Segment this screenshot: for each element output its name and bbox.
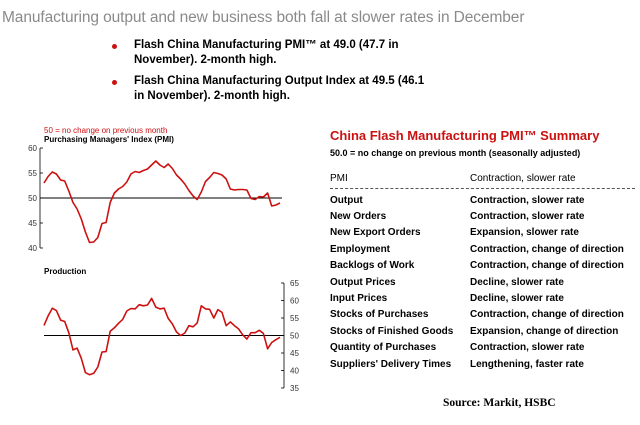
bullet-output: Flash China Manufacturing Output Index a… bbox=[110, 74, 430, 104]
table-row: Stocks of Finished Goods Expansion, chang… bbox=[330, 323, 635, 339]
production-tick-label: 40 bbox=[290, 367, 299, 376]
source-note: Source: Markit, HSBC bbox=[443, 397, 556, 409]
row-value: Contraction, change of direction bbox=[470, 260, 624, 272]
pmi-line-chart: 40 45 50 55 60 bbox=[28, 144, 282, 253]
row-label: Stocks of Finished Goods bbox=[330, 325, 454, 337]
row-label: Stocks of Purchases bbox=[330, 309, 429, 321]
bullet-output-text: Flash China Manufacturing Output Index a… bbox=[134, 75, 425, 102]
row-value: Contraction, slower rate bbox=[470, 194, 585, 206]
pmi-tick-label: 50 bbox=[28, 194, 37, 203]
row-label: Output bbox=[330, 194, 363, 206]
row-value: Decline, slower rate bbox=[470, 293, 564, 305]
key-points: Flash China Manufacturing PMI™ at 49.0 (… bbox=[110, 38, 430, 110]
page-headline: Manufacturing output and new business bo… bbox=[2, 9, 525, 26]
table-row: Employment Contraction, change of directi… bbox=[330, 241, 635, 257]
table-row: New Orders Contraction, slower rate bbox=[330, 208, 635, 224]
table-row: Output Prices Decline, slower rate bbox=[330, 274, 635, 290]
row-label: Suppliers' Delivery Times bbox=[330, 358, 452, 370]
row-value: Lengthening, faster rate bbox=[470, 358, 584, 370]
pmi-series-line bbox=[43, 160, 281, 244]
production-tick-label: 50 bbox=[290, 332, 299, 341]
production-chart-title: Production bbox=[44, 267, 87, 276]
table-row: Backlogs of Work Contraction, change of d… bbox=[330, 258, 635, 274]
bullet-pmi: Flash China Manufacturing PMI™ at 49.0 (… bbox=[110, 38, 430, 68]
header-pmi-label: PMI bbox=[330, 172, 348, 184]
summary-table: PMI Contraction, slower rate Output Contr… bbox=[330, 170, 635, 372]
row-value: Contraction, slower rate bbox=[470, 342, 585, 354]
production-line-chart: 35 40 45 50 55 60 65 bbox=[43, 279, 299, 393]
row-label: Employment bbox=[330, 243, 391, 255]
summary-table-header: PMI Contraction, slower rate bbox=[330, 170, 635, 186]
pmi-tick-label: 40 bbox=[28, 244, 37, 253]
production-series-line bbox=[43, 297, 281, 376]
row-value: Decline, slower rate bbox=[470, 276, 564, 288]
row-value: Contraction, change of direction bbox=[470, 309, 624, 321]
pmi-tick-label: 55 bbox=[28, 169, 37, 178]
header-pmi-value: Contraction, slower rate bbox=[470, 172, 576, 184]
pmi-tick-label: 60 bbox=[28, 144, 37, 153]
chart-note: 50 = no change on previous month bbox=[44, 126, 168, 135]
row-value: Expansion, slower rate bbox=[470, 227, 579, 239]
row-label: Quantity of Purchases bbox=[330, 342, 437, 354]
production-tick-label: 45 bbox=[290, 349, 299, 358]
table-row: Output Contraction, slower rate bbox=[330, 192, 635, 208]
row-value: Contraction, change of direction bbox=[470, 243, 624, 255]
production-tick-label: 55 bbox=[290, 314, 299, 323]
table-row: Quantity of Purchases Contraction, slower… bbox=[330, 340, 635, 356]
summary-subtitle: 50.0 = no change on previous month (seas… bbox=[330, 148, 581, 158]
table-row: New Export Orders Expansion, slower rate bbox=[330, 225, 635, 241]
row-label: New Export Orders bbox=[330, 227, 421, 239]
table-row: Input Prices Decline, slower rate bbox=[330, 290, 635, 306]
pmi-chart-title: Purchasing Managers' Index (PMI) bbox=[44, 135, 174, 144]
summary-title: China Flash Manufacturing PMI™ Summary bbox=[330, 128, 600, 143]
row-label: Input Prices bbox=[330, 293, 388, 305]
pmi-tick-label: 45 bbox=[28, 219, 37, 228]
bullet-pmi-text: Flash China Manufacturing PMI™ at 49.0 (… bbox=[134, 39, 399, 66]
bullet-dot-icon bbox=[112, 44, 117, 49]
row-value: Contraction, slower rate bbox=[470, 211, 585, 223]
summary-rows: Output Contraction, slower rate New Orders… bbox=[330, 192, 635, 372]
row-value: Expansion, change of direction bbox=[470, 325, 619, 337]
row-label: New Orders bbox=[330, 211, 387, 223]
row-label: Output Prices bbox=[330, 276, 396, 288]
production-tick-label: 65 bbox=[290, 279, 299, 288]
table-divider bbox=[330, 188, 635, 189]
production-tick-label: 60 bbox=[290, 297, 299, 306]
table-row: Stocks of Purchases Contraction, change o… bbox=[330, 307, 635, 323]
bullet-dot-icon bbox=[112, 80, 117, 85]
table-row: Suppliers' Delivery Times Lengthening, fa… bbox=[330, 356, 635, 372]
production-tick-label: 35 bbox=[290, 384, 299, 393]
row-label: Backlogs of Work bbox=[330, 260, 415, 272]
